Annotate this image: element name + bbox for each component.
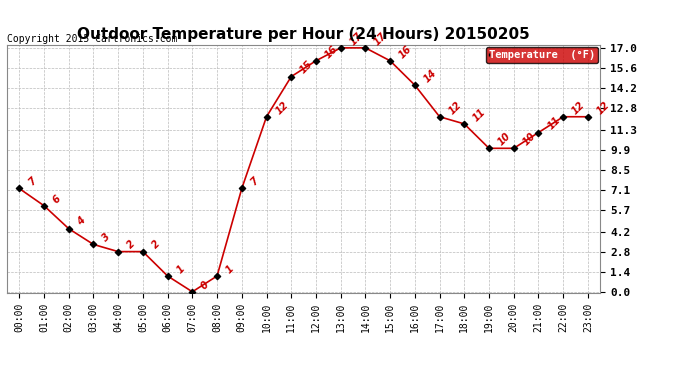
- Point: [335, 45, 346, 51]
- Text: 12: 12: [595, 99, 611, 116]
- Point: [434, 114, 445, 120]
- Point: [88, 242, 99, 248]
- Point: [484, 145, 495, 151]
- Text: 3: 3: [100, 232, 112, 244]
- Text: 7: 7: [248, 176, 261, 188]
- Point: [137, 249, 148, 255]
- Title: Outdoor Temperature per Hour (24 Hours) 20150205: Outdoor Temperature per Hour (24 Hours) …: [77, 27, 530, 42]
- Point: [112, 249, 124, 255]
- Text: 12: 12: [273, 99, 290, 116]
- Point: [310, 58, 322, 64]
- Text: 7: 7: [26, 176, 38, 188]
- Point: [384, 58, 395, 64]
- Point: [261, 114, 272, 120]
- Text: 14: 14: [422, 68, 438, 84]
- Text: 11: 11: [545, 115, 562, 132]
- Text: 17: 17: [348, 30, 364, 47]
- Text: 16: 16: [323, 44, 339, 60]
- Text: 2: 2: [125, 239, 137, 251]
- Point: [286, 74, 297, 80]
- Text: Copyright 2015 Cartronics.com: Copyright 2015 Cartronics.com: [7, 34, 177, 44]
- Text: 10: 10: [521, 131, 538, 147]
- Point: [360, 45, 371, 51]
- Text: 16: 16: [397, 44, 414, 60]
- Text: 0: 0: [199, 279, 211, 291]
- Text: 10: 10: [496, 131, 513, 147]
- Point: [582, 114, 593, 120]
- Text: 15: 15: [298, 59, 315, 76]
- Point: [63, 226, 75, 232]
- Text: 11: 11: [471, 106, 488, 123]
- Point: [14, 186, 25, 192]
- Point: [212, 273, 223, 279]
- Point: [39, 203, 50, 209]
- Point: [409, 82, 420, 88]
- Point: [558, 114, 569, 120]
- Legend: Temperature  (°F): Temperature (°F): [486, 47, 598, 63]
- Point: [509, 145, 520, 151]
- Text: 6: 6: [51, 193, 63, 205]
- Text: 12: 12: [446, 99, 463, 116]
- Point: [187, 289, 198, 295]
- Text: 4: 4: [76, 216, 88, 228]
- Text: 1: 1: [224, 263, 236, 275]
- Point: [162, 273, 173, 279]
- Text: 12: 12: [570, 99, 586, 116]
- Text: 17: 17: [373, 30, 389, 47]
- Point: [459, 121, 470, 127]
- Point: [533, 129, 544, 135]
- Point: [236, 186, 247, 192]
- Text: 1: 1: [175, 263, 186, 275]
- Text: 2: 2: [150, 239, 161, 251]
